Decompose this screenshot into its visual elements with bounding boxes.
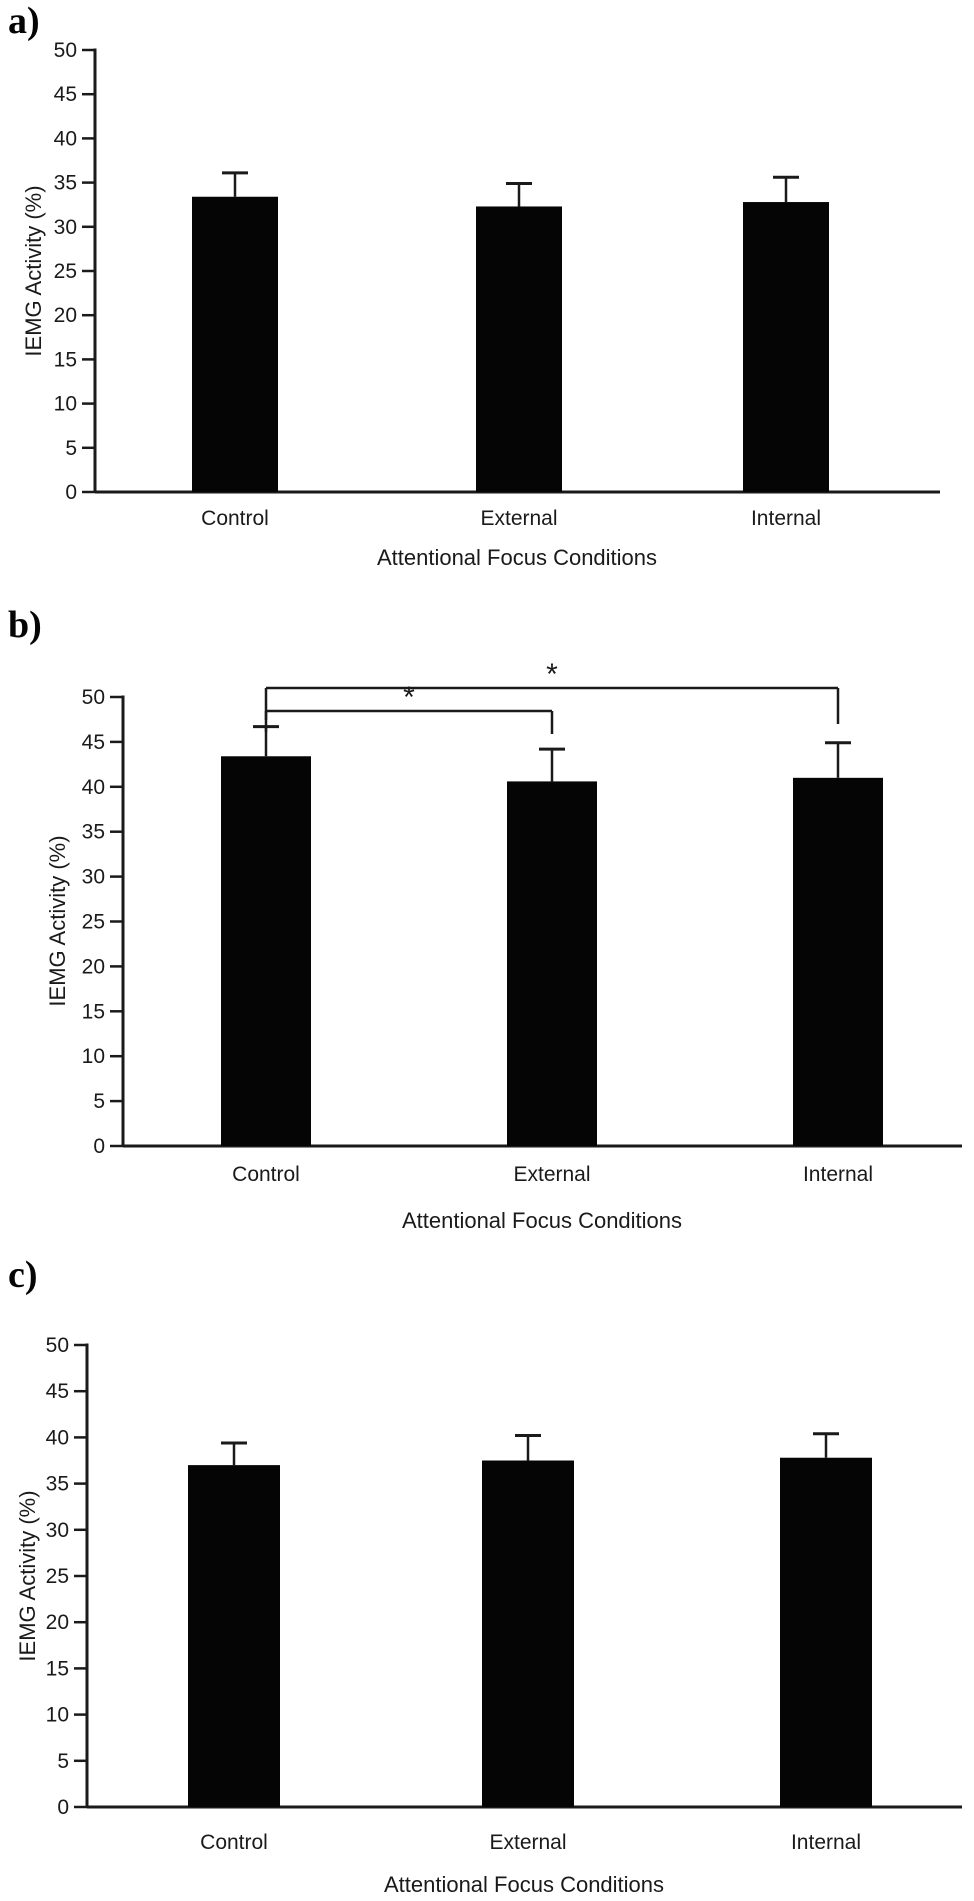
bar (780, 1457, 872, 1807)
bar (482, 1460, 574, 1807)
bar (793, 777, 883, 1146)
bar (743, 202, 829, 492)
category-label: External (480, 507, 558, 530)
category-label: External (513, 1163, 591, 1186)
y-tick-label: 45 (54, 83, 77, 106)
y-tick-label: 50 (46, 1334, 69, 1357)
y-tick-label: 35 (82, 821, 105, 844)
significance-star: * (546, 658, 558, 691)
y-tick-label: 5 (65, 437, 77, 460)
category-label: Control (201, 507, 269, 530)
y-tick-label: 40 (46, 1426, 69, 1449)
y-tick-label: 45 (82, 731, 105, 754)
y-tick-label: 25 (54, 260, 77, 283)
bar (507, 781, 597, 1146)
x-axis-title-a: Attentional Focus Conditions (376, 545, 658, 570)
y-axis-title-a: IEMG Activity (%) (21, 185, 46, 357)
y-tick-label: 20 (54, 304, 77, 327)
y-tick-label: 0 (65, 481, 77, 504)
y-tick-label: 10 (82, 1045, 105, 1068)
y-tick-label: 40 (82, 776, 105, 799)
panel-label-a: a) (8, 0, 40, 42)
y-tick-label: 30 (54, 216, 77, 239)
category-label: Control (232, 1163, 300, 1186)
significance-star: * (403, 681, 415, 714)
bar (192, 196, 278, 492)
category-label: Internal (750, 507, 822, 530)
y-axis-title-c: IEMG Activity (%) (15, 1490, 40, 1662)
y-tick-label: 5 (57, 1750, 69, 1773)
y-tick-label: 0 (57, 1796, 69, 1819)
category-label: Internal (802, 1163, 874, 1186)
y-tick-label: 30 (82, 866, 105, 889)
y-tick-label: 0 (93, 1135, 105, 1158)
y-tick-label: 35 (46, 1473, 69, 1496)
category-label: Internal (790, 1831, 862, 1854)
bar (188, 1465, 280, 1807)
y-tick-label: 20 (82, 955, 105, 978)
y-tick-label: 15 (46, 1657, 69, 1680)
y-tick-label: 30 (46, 1519, 69, 1542)
bar (221, 756, 311, 1146)
bar (476, 206, 562, 492)
y-tick-label: 5 (93, 1090, 105, 1113)
x-axis-title-b: Attentional Focus Conditions (401, 1208, 683, 1233)
category-label: Control (200, 1831, 268, 1854)
y-axis-title-b: IEMG Activity (%) (45, 835, 70, 1007)
y-tick-label: 50 (54, 39, 77, 62)
x-axis-title-c: Attentional Focus Conditions (383, 1872, 665, 1897)
panel-label-b: b) (8, 604, 42, 646)
y-tick-label: 35 (54, 172, 77, 195)
y-tick-label: 25 (46, 1565, 69, 1588)
y-tick-label: 10 (46, 1704, 69, 1727)
category-label: External (489, 1831, 567, 1854)
y-tick-label: 25 (82, 911, 105, 934)
y-tick-label: 20 (46, 1611, 69, 1634)
y-tick-label: 50 (82, 686, 105, 709)
y-tick-label: 10 (54, 393, 77, 416)
y-tick-label: 15 (54, 348, 77, 371)
y-tick-label: 45 (46, 1380, 69, 1403)
y-tick-label: 15 (82, 1000, 105, 1023)
y-tick-label: 40 (54, 127, 77, 150)
panel-label-c: c) (8, 1254, 38, 1296)
